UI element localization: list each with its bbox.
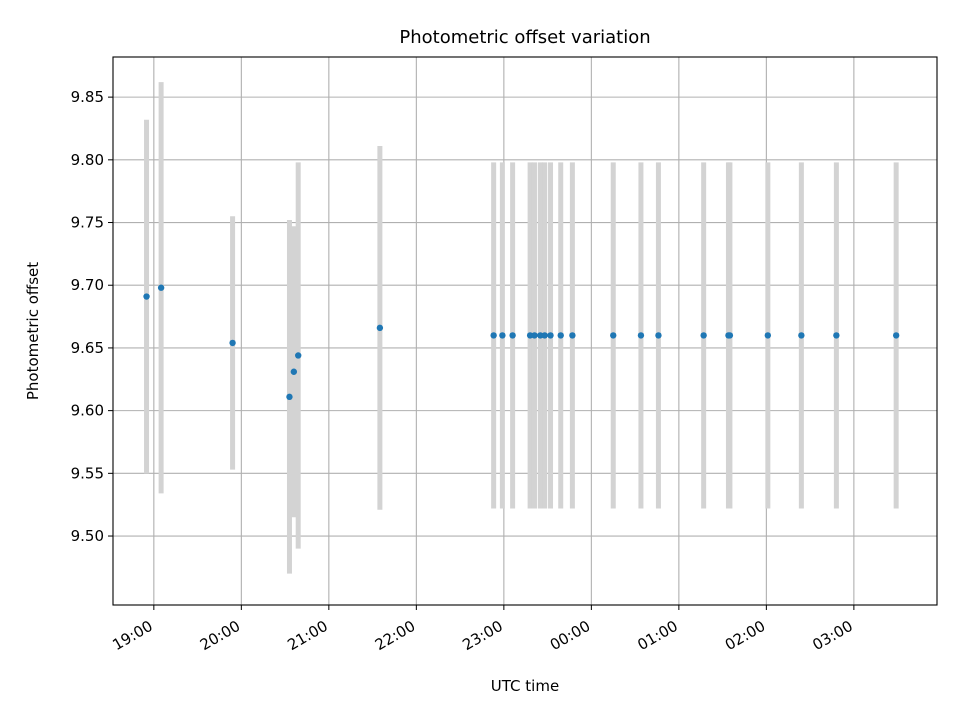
y-tick-label: 9.70	[71, 276, 104, 294]
y-tick-label: 9.60	[71, 402, 104, 420]
plot-frame	[112, 56, 938, 606]
x-axis-label: UTC time	[491, 677, 559, 695]
chart-title: Photometric offset variation	[399, 27, 650, 48]
data-point	[295, 352, 302, 359]
y-tick-label: 9.75	[71, 214, 104, 232]
data-point	[490, 332, 497, 339]
data-point	[376, 324, 384, 332]
data-point	[537, 332, 544, 339]
data-point	[157, 284, 165, 291]
data-point	[143, 293, 150, 300]
data-point	[569, 332, 576, 339]
data-point	[700, 332, 707, 339]
data-point	[557, 332, 564, 339]
data-point	[509, 332, 516, 339]
data-point	[637, 332, 645, 339]
y-axis-label: Photometric offset	[24, 262, 42, 400]
y-tick-label: 9.50	[71, 527, 104, 545]
y-tick-label: 9.55	[71, 464, 104, 482]
data-point	[499, 332, 506, 339]
y-tick-label: 9.65	[71, 339, 104, 357]
y-tick-label: 9.80	[71, 151, 104, 169]
data-point	[286, 393, 293, 401]
data-point	[798, 332, 805, 339]
data-point	[764, 332, 772, 339]
data-point	[290, 368, 298, 375]
point-layer	[143, 284, 900, 401]
data-point	[726, 332, 734, 339]
data-point	[541, 332, 548, 339]
data-point	[833, 332, 840, 339]
data-point	[892, 332, 900, 339]
y-tick-label: 9.85	[71, 88, 104, 106]
data-point	[531, 332, 538, 339]
data-point	[610, 332, 617, 339]
data-point	[229, 339, 236, 347]
data-point	[547, 332, 554, 339]
data-point	[655, 332, 662, 339]
data-point	[526, 332, 534, 339]
